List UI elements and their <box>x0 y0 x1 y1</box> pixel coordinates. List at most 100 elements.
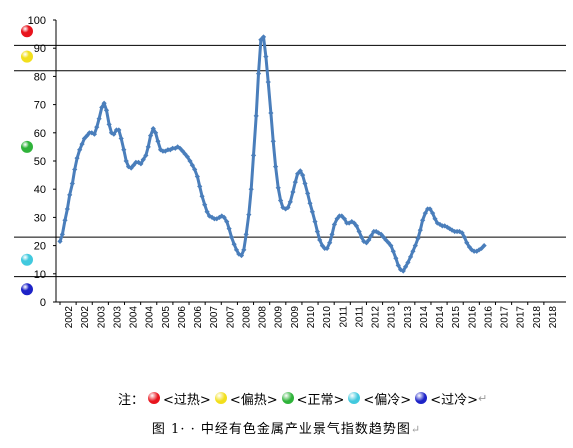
y-tick-label-7: 70 <box>34 100 46 112</box>
data-point-105 <box>314 228 320 235</box>
data-point-77 <box>246 211 252 218</box>
data-point-83 <box>260 34 267 40</box>
data-point-158 <box>444 224 450 230</box>
data-point-87 <box>270 138 276 144</box>
data-point-40 <box>155 138 161 144</box>
axis-ticks: 0 10 20 30 40 50 60 70 80 90 100 2002 2002 2003 2003 20… <box>28 15 559 328</box>
data-point-151 <box>427 206 433 212</box>
x-tick-label-19: 2012 <box>371 306 382 329</box>
x-tick-label-18: 2011 <box>354 306 365 328</box>
legend-dot-3 <box>348 392 361 404</box>
data-point-22 <box>111 131 117 137</box>
data-point-121 <box>353 223 360 229</box>
data-point-159 <box>447 226 453 232</box>
data-point-85 <box>265 79 271 85</box>
x-tick-label-2: 2003 <box>96 306 107 329</box>
data-point-33 <box>138 161 144 167</box>
data-point-109 <box>324 245 330 252</box>
data-point-153 <box>432 216 438 222</box>
zone-marker-1 <box>21 50 33 63</box>
x-tick-label-5: 2004 <box>145 306 156 329</box>
data-point-39 <box>152 130 159 136</box>
data-point-4 <box>67 192 73 198</box>
data-point-135 <box>388 243 394 249</box>
data-point-17 <box>99 104 105 111</box>
zone-marker-0 <box>21 25 33 38</box>
data-point-6 <box>72 166 78 173</box>
data-point-46 <box>170 145 176 151</box>
data-point-120 <box>351 220 357 226</box>
data-point-164 <box>459 230 465 236</box>
data-point-95 <box>290 189 296 195</box>
legend-dot-1 <box>214 392 227 404</box>
x-tick-label-15: 2010 <box>306 306 317 329</box>
legend-dot-2 <box>281 392 294 404</box>
caption-end-mark: ↵ <box>410 423 422 436</box>
x-tick-label-21: 2013 <box>403 306 414 329</box>
data-point-145 <box>412 243 418 249</box>
data-point-0 <box>57 238 63 244</box>
data-point-157 <box>442 223 448 229</box>
data-point-102 <box>307 200 313 206</box>
data-point-112 <box>331 221 338 228</box>
data-point-93 <box>285 204 291 211</box>
data-point-5 <box>69 180 75 187</box>
y-tick-label-10: 100 <box>28 15 46 27</box>
x-tick-label-6: 2005 <box>161 306 172 329</box>
data-point-86 <box>268 110 274 116</box>
data-point-133 <box>383 237 389 243</box>
data-point-9 <box>79 141 85 147</box>
data-point-107 <box>319 243 325 249</box>
data-point-76 <box>243 231 249 237</box>
data-point-57 <box>197 183 203 189</box>
legend-label-4: <过冷> <box>430 392 478 408</box>
x-tick-label-8: 2006 <box>193 306 204 329</box>
data-point-37 <box>147 133 154 139</box>
zone-marker-3 <box>21 253 33 266</box>
data-point-111 <box>329 231 335 237</box>
legend-dot-4 <box>415 392 428 404</box>
y-tick-label-6: 60 <box>34 128 46 140</box>
data-point-143 <box>407 254 414 260</box>
data-point-116 <box>341 216 348 222</box>
data-point-84 <box>263 54 269 60</box>
data-point-88 <box>272 164 279 170</box>
x-tick-label-1: 2002 <box>80 306 91 329</box>
data-point-56 <box>194 173 200 180</box>
data-point-163 <box>456 228 463 235</box>
data-point-18 <box>101 100 107 106</box>
data-point-26 <box>121 147 127 153</box>
data-point-16 <box>96 116 102 122</box>
data-point-90 <box>277 197 284 204</box>
data-point-7 <box>74 155 80 161</box>
data-point-80 <box>253 113 259 119</box>
data-point-78 <box>248 186 254 192</box>
zone-marker-4 <box>21 283 33 296</box>
y-tick-label-9: 90 <box>34 43 46 55</box>
data-point-70 <box>228 234 235 240</box>
data-point-115 <box>339 213 345 219</box>
x-tick-label-12: 2008 <box>258 306 269 329</box>
data-point-124 <box>361 238 367 244</box>
data-point-92 <box>282 206 289 212</box>
data-point-53 <box>187 158 193 164</box>
legend-label-1: <偏热> <box>229 392 278 408</box>
data-point-140 <box>400 268 406 274</box>
data-point-54 <box>189 162 195 168</box>
data-point-67 <box>221 214 227 220</box>
data-point-136 <box>390 248 396 254</box>
data-point-19 <box>103 107 110 113</box>
data-point-148 <box>420 217 426 223</box>
data-point-71 <box>231 241 237 247</box>
legend-dot-0 <box>148 392 161 404</box>
data-point-106 <box>317 237 323 243</box>
x-tick-label-22: 2014 <box>419 306 430 329</box>
x-tick-label-17: 2011 <box>338 306 349 328</box>
data-point-104 <box>312 219 318 225</box>
data-point-74 <box>238 252 245 259</box>
caption-text: 图 1· · 中经有色金属产业景气指数趋势图 <box>151 422 411 437</box>
data-point-101 <box>305 190 311 197</box>
data-point-2 <box>62 217 68 223</box>
zone-lines <box>14 44 566 278</box>
data-point-171 <box>476 247 482 253</box>
